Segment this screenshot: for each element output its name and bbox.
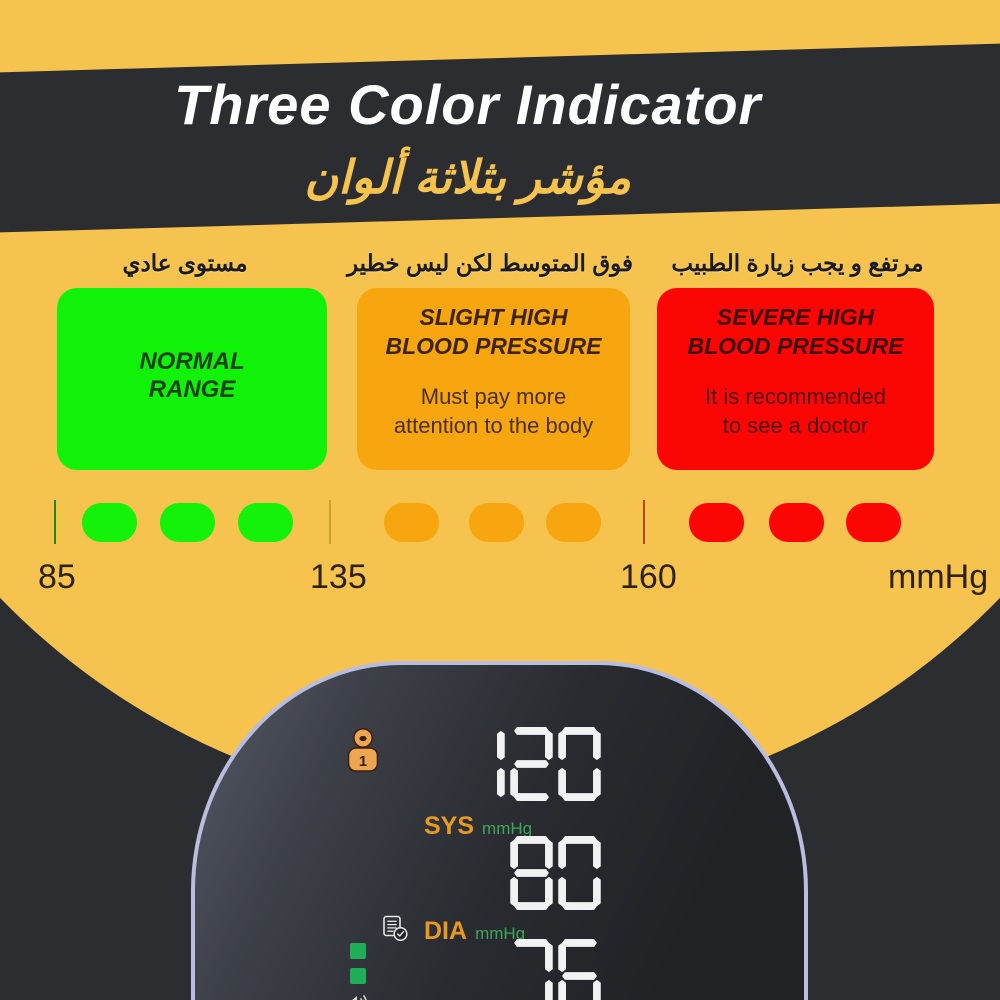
svg-text:1: 1 [359, 753, 367, 770]
